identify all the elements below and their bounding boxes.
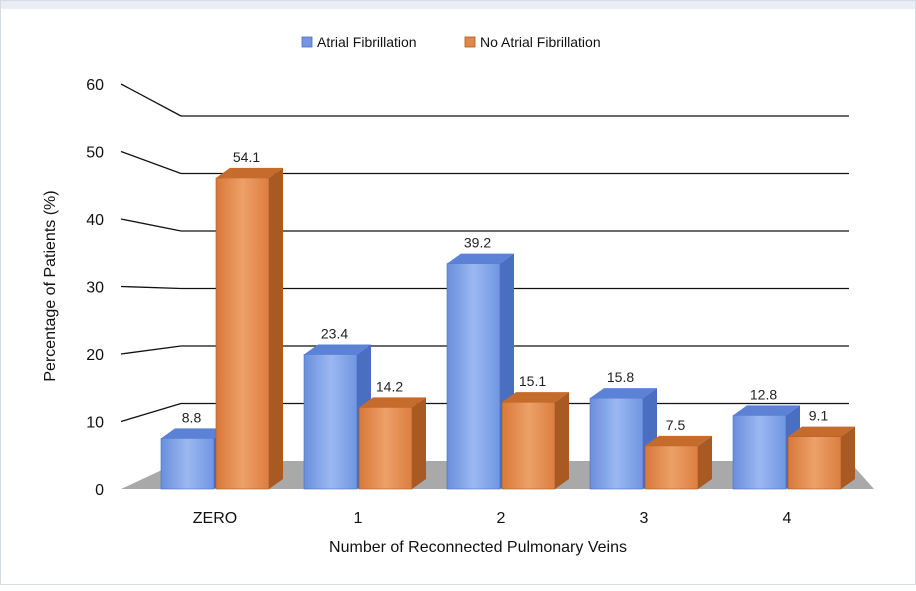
gridline-diagonal	[120, 83, 182, 117]
y-tick-label: 50	[86, 145, 104, 162]
bar-no-atrial-fibrillation	[215, 167, 283, 490]
data-label: 8.8	[182, 409, 202, 425]
bar-side-face	[698, 435, 712, 489]
y-axis: 0 10 20 30 40 50 60	[86, 77, 849, 499]
bar-no-atrial-fibrillation	[787, 426, 855, 490]
data-labels: 8.8 54.1 23.4 14.2 39.2 15.1 15.8 7.5 12.8 9.1	[182, 149, 829, 433]
bar-front-face	[215, 177, 270, 490]
bar-top-face	[161, 428, 228, 439]
y-tick-label: 20	[86, 347, 104, 364]
gridline-diagonal	[120, 345, 182, 355]
gridline-diagonal	[120, 402, 182, 423]
bar-top-face	[502, 392, 569, 403]
bar-front-face	[446, 263, 501, 490]
bar-no-atrial-fibrillation	[644, 435, 712, 490]
bar-top-face	[590, 388, 657, 399]
bar-top-face	[645, 435, 712, 446]
bar-side-face	[269, 167, 283, 490]
bar-front-face	[787, 436, 842, 490]
bar-top-face	[359, 397, 426, 408]
bar-front-face	[160, 438, 215, 490]
bar-top-face	[788, 426, 855, 437]
bar-no-atrial-fibrillation	[501, 392, 569, 490]
legend-label: Atrial Fibrillation	[317, 34, 417, 50]
bar-side-face	[412, 397, 426, 489]
data-label: 23.4	[321, 325, 348, 341]
data-label: 39.2	[464, 235, 491, 251]
x-tick-label: 4	[783, 510, 792, 527]
bar-top-face	[216, 167, 283, 178]
x-tick-label: 3	[640, 510, 649, 527]
y-tick-label: 10	[86, 415, 104, 432]
data-label: 12.8	[750, 386, 777, 402]
data-label: 15.1	[519, 373, 546, 389]
gridline-diagonal	[120, 150, 182, 175]
data-label: 9.1	[809, 408, 829, 424]
bar-top-face	[733, 405, 800, 416]
x-tick-label: ZERO	[193, 510, 237, 527]
y-tick-label: 60	[86, 77, 104, 94]
legend-label: No Atrial Fibrillation	[480, 34, 601, 50]
bar-front-face	[501, 401, 556, 490]
bar-front-face	[303, 354, 358, 490]
bar-front-face	[589, 397, 644, 490]
gridline-diagonal	[120, 285, 182, 290]
gridline-diagonal	[120, 218, 182, 232]
bar-atrial-fibrillation	[446, 253, 514, 490]
chart-legend: Atrial Fibrillation No Atrial Fibrillatio…	[301, 34, 601, 50]
bar-top-face	[304, 344, 371, 355]
data-label: 15.8	[607, 369, 634, 385]
data-label: 14.2	[376, 378, 403, 394]
legend-swatch	[464, 36, 476, 48]
x-axis: ZERO 1 2 3 4	[193, 510, 792, 527]
x-tick-label: 2	[497, 510, 506, 527]
bar-front-face	[644, 445, 699, 490]
bar-top-face	[447, 253, 514, 264]
y-tick-label: 40	[86, 212, 104, 229]
bar-side-face	[555, 392, 569, 489]
bar-no-atrial-fibrillation	[358, 397, 426, 490]
x-axis-title: Number of Reconnected Pulmonary Veins	[329, 539, 627, 556]
x-tick-label: 1	[354, 510, 363, 527]
bar-side-face	[841, 426, 855, 489]
data-label: 54.1	[233, 149, 260, 165]
data-label: 7.5	[666, 417, 686, 433]
legend-swatch	[301, 36, 313, 48]
bars	[160, 167, 855, 490]
bar-front-face	[732, 415, 787, 490]
y-tick-label: 30	[86, 280, 104, 297]
y-tick-label: 0	[95, 482, 104, 499]
bar-front-face	[358, 407, 413, 490]
y-axis-title: Percentage of Patients (%)	[42, 190, 59, 381]
